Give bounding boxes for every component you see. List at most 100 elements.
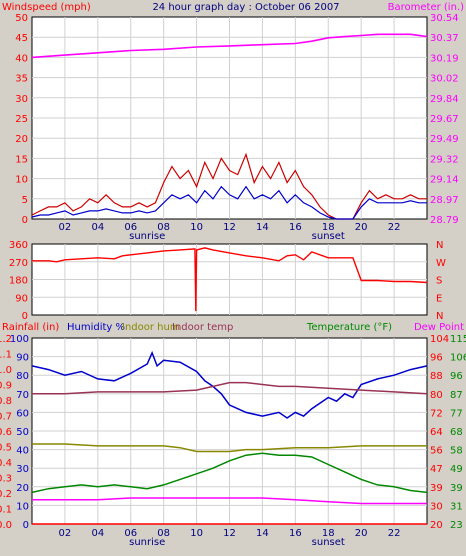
climate-panel-x-tick: 18 (322, 528, 335, 539)
indoor-hum-label: Indoor hum (122, 322, 180, 333)
temp-y-tick: 47 (430, 464, 443, 475)
climate-series-1 (31, 350, 428, 419)
dewpoint-y-tick: 23 (450, 520, 463, 531)
compass-tick: N (436, 311, 443, 322)
direction-series-0 (32, 247, 428, 312)
dewpoint-y-tick: 115 (450, 334, 466, 345)
rain-y-tick: 0.8 (0, 396, 12, 407)
temp-y-tick: 39 (430, 483, 443, 494)
wind-panel-x-tick: 16 (289, 222, 302, 233)
climate-series-2 (32, 443, 427, 453)
rain-y-tick: 0.4 (0, 458, 12, 469)
dewpoint-y-tick: 58 (450, 446, 463, 457)
climate-panel-x-tick: 14 (256, 528, 269, 539)
humidity-y-tick: 20 (16, 483, 29, 494)
baro-y-tick: 29.14 (430, 175, 459, 186)
direction-y-tick: 270 (9, 258, 28, 269)
dewpoint-y-tick: 106 (450, 353, 466, 364)
wind-y-tick: 15 (15, 154, 28, 165)
sunset-marker: sunset (312, 231, 345, 242)
wind-series-2 (31, 185, 427, 220)
dewpoint-y-tick: 68 (450, 427, 463, 438)
baro-y-tick: 30.54 (430, 13, 459, 24)
rain-axis-label: Rainfall (in) (2, 322, 59, 333)
direction-y-tick: 180 (9, 276, 28, 287)
wind-y-tick: 5 (22, 195, 28, 206)
humidity-y-tick: 100 (10, 334, 29, 345)
dewpoint-y-tick: 77 (450, 408, 463, 419)
baro-y-tick: 29.67 (430, 114, 459, 125)
climate-series-4 (31, 452, 428, 494)
windspeed-axis-label: Windspeed (mph) (2, 2, 91, 13)
humidity-y-tick: 0 (23, 520, 29, 531)
baro-y-tick: 30.02 (430, 74, 459, 85)
direction-y-tick: 0 (22, 311, 28, 322)
wind-panel-x-tick: 02 (59, 222, 72, 233)
rain-y-tick: 0.5 (0, 443, 12, 454)
wind-panel-x-tick: 18 (322, 222, 335, 233)
temperature-axis-label: Temperature (°F) (306, 322, 392, 333)
chart-title: 24 hour graph day : October 06 2007 (152, 2, 339, 13)
humidity-y-tick: 70 (16, 390, 29, 401)
baro-y-tick: 30.37 (430, 33, 459, 44)
wind-series-0 (31, 33, 428, 59)
dewpoint-y-tick: 49 (450, 464, 463, 475)
humidity-axis-label: Humidity % (67, 322, 125, 333)
direction-y-tick: 90 (15, 293, 28, 304)
indoor-temp-label: Indoor temp (172, 322, 233, 333)
wind-panel-x-tick: 08 (157, 222, 170, 233)
climate-series-5 (32, 497, 427, 505)
baro-y-tick: 28.97 (430, 195, 459, 206)
rain-y-tick: 1.0 (0, 365, 12, 376)
climate-panel-x-tick: 20 (355, 528, 368, 539)
wind-y-tick: 35 (15, 74, 28, 85)
compass-tick: N (436, 240, 443, 251)
wind-y-tick: 50 (15, 13, 28, 24)
climate-panel-x-tick: 12 (223, 528, 236, 539)
humidity-y-tick: 90 (16, 353, 29, 364)
wind-y-tick: 40 (15, 53, 28, 64)
rain-y-tick: 0.7 (0, 412, 12, 423)
climate-panel-x-tick: 04 (91, 528, 104, 539)
baro-y-tick: 29.84 (430, 94, 459, 105)
humidity-y-tick: 60 (16, 408, 29, 419)
compass-tick: S (436, 276, 442, 287)
rain-y-tick: 0.2 (0, 489, 12, 500)
dewpoint-y-tick: 87 (450, 390, 463, 401)
humidity-y-tick: 10 (16, 501, 29, 512)
humidity-y-tick: 40 (16, 446, 29, 457)
sunset-marker-bottom: sunset (312, 537, 345, 548)
climate-series-3 (32, 381, 428, 395)
dewpoint-y-tick: 31 (450, 501, 463, 512)
baro-y-tick: 29.49 (430, 134, 459, 145)
direction-y-tick: 360 (9, 240, 28, 251)
temp-y-tick: 104 (430, 334, 449, 345)
temp-y-tick: 88 (430, 371, 443, 382)
baro-y-tick: 29.32 (430, 154, 459, 165)
rain-y-tick: 0.1 (0, 505, 12, 516)
dewpoint-axis-label: Dew Point (414, 322, 464, 333)
climate-panel-x-tick: 10 (190, 528, 203, 539)
wind-panel-x-tick: 10 (190, 222, 203, 233)
climate-panel-x-tick: 22 (388, 528, 401, 539)
rain-y-tick: 0.0 (0, 520, 12, 531)
climate-panel-x-tick: 06 (124, 528, 137, 539)
temp-y-tick: 56 (430, 446, 443, 457)
wind-panel-x-tick: 12 (223, 222, 236, 233)
wind-panel-x-tick: 20 (355, 222, 368, 233)
temp-y-tick: 64 (430, 427, 443, 438)
temp-y-tick: 96 (430, 353, 443, 364)
rain-y-tick: 1.2 (0, 334, 12, 345)
rain-y-tick: 0.3 (0, 474, 12, 485)
wind-y-tick: 0 (22, 215, 28, 226)
humidity-y-tick: 30 (16, 464, 29, 475)
sunrise-marker-bottom: sunrise (129, 537, 165, 548)
wind-y-tick: 45 (15, 33, 28, 44)
temp-y-tick: 30 (430, 501, 443, 512)
wind-y-tick: 20 (15, 134, 28, 145)
wind-y-tick: 10 (15, 175, 28, 186)
baro-y-tick: 28.79 (430, 215, 459, 226)
climate-panel-x-tick: 16 (289, 528, 302, 539)
wind-y-tick: 25 (15, 114, 28, 125)
